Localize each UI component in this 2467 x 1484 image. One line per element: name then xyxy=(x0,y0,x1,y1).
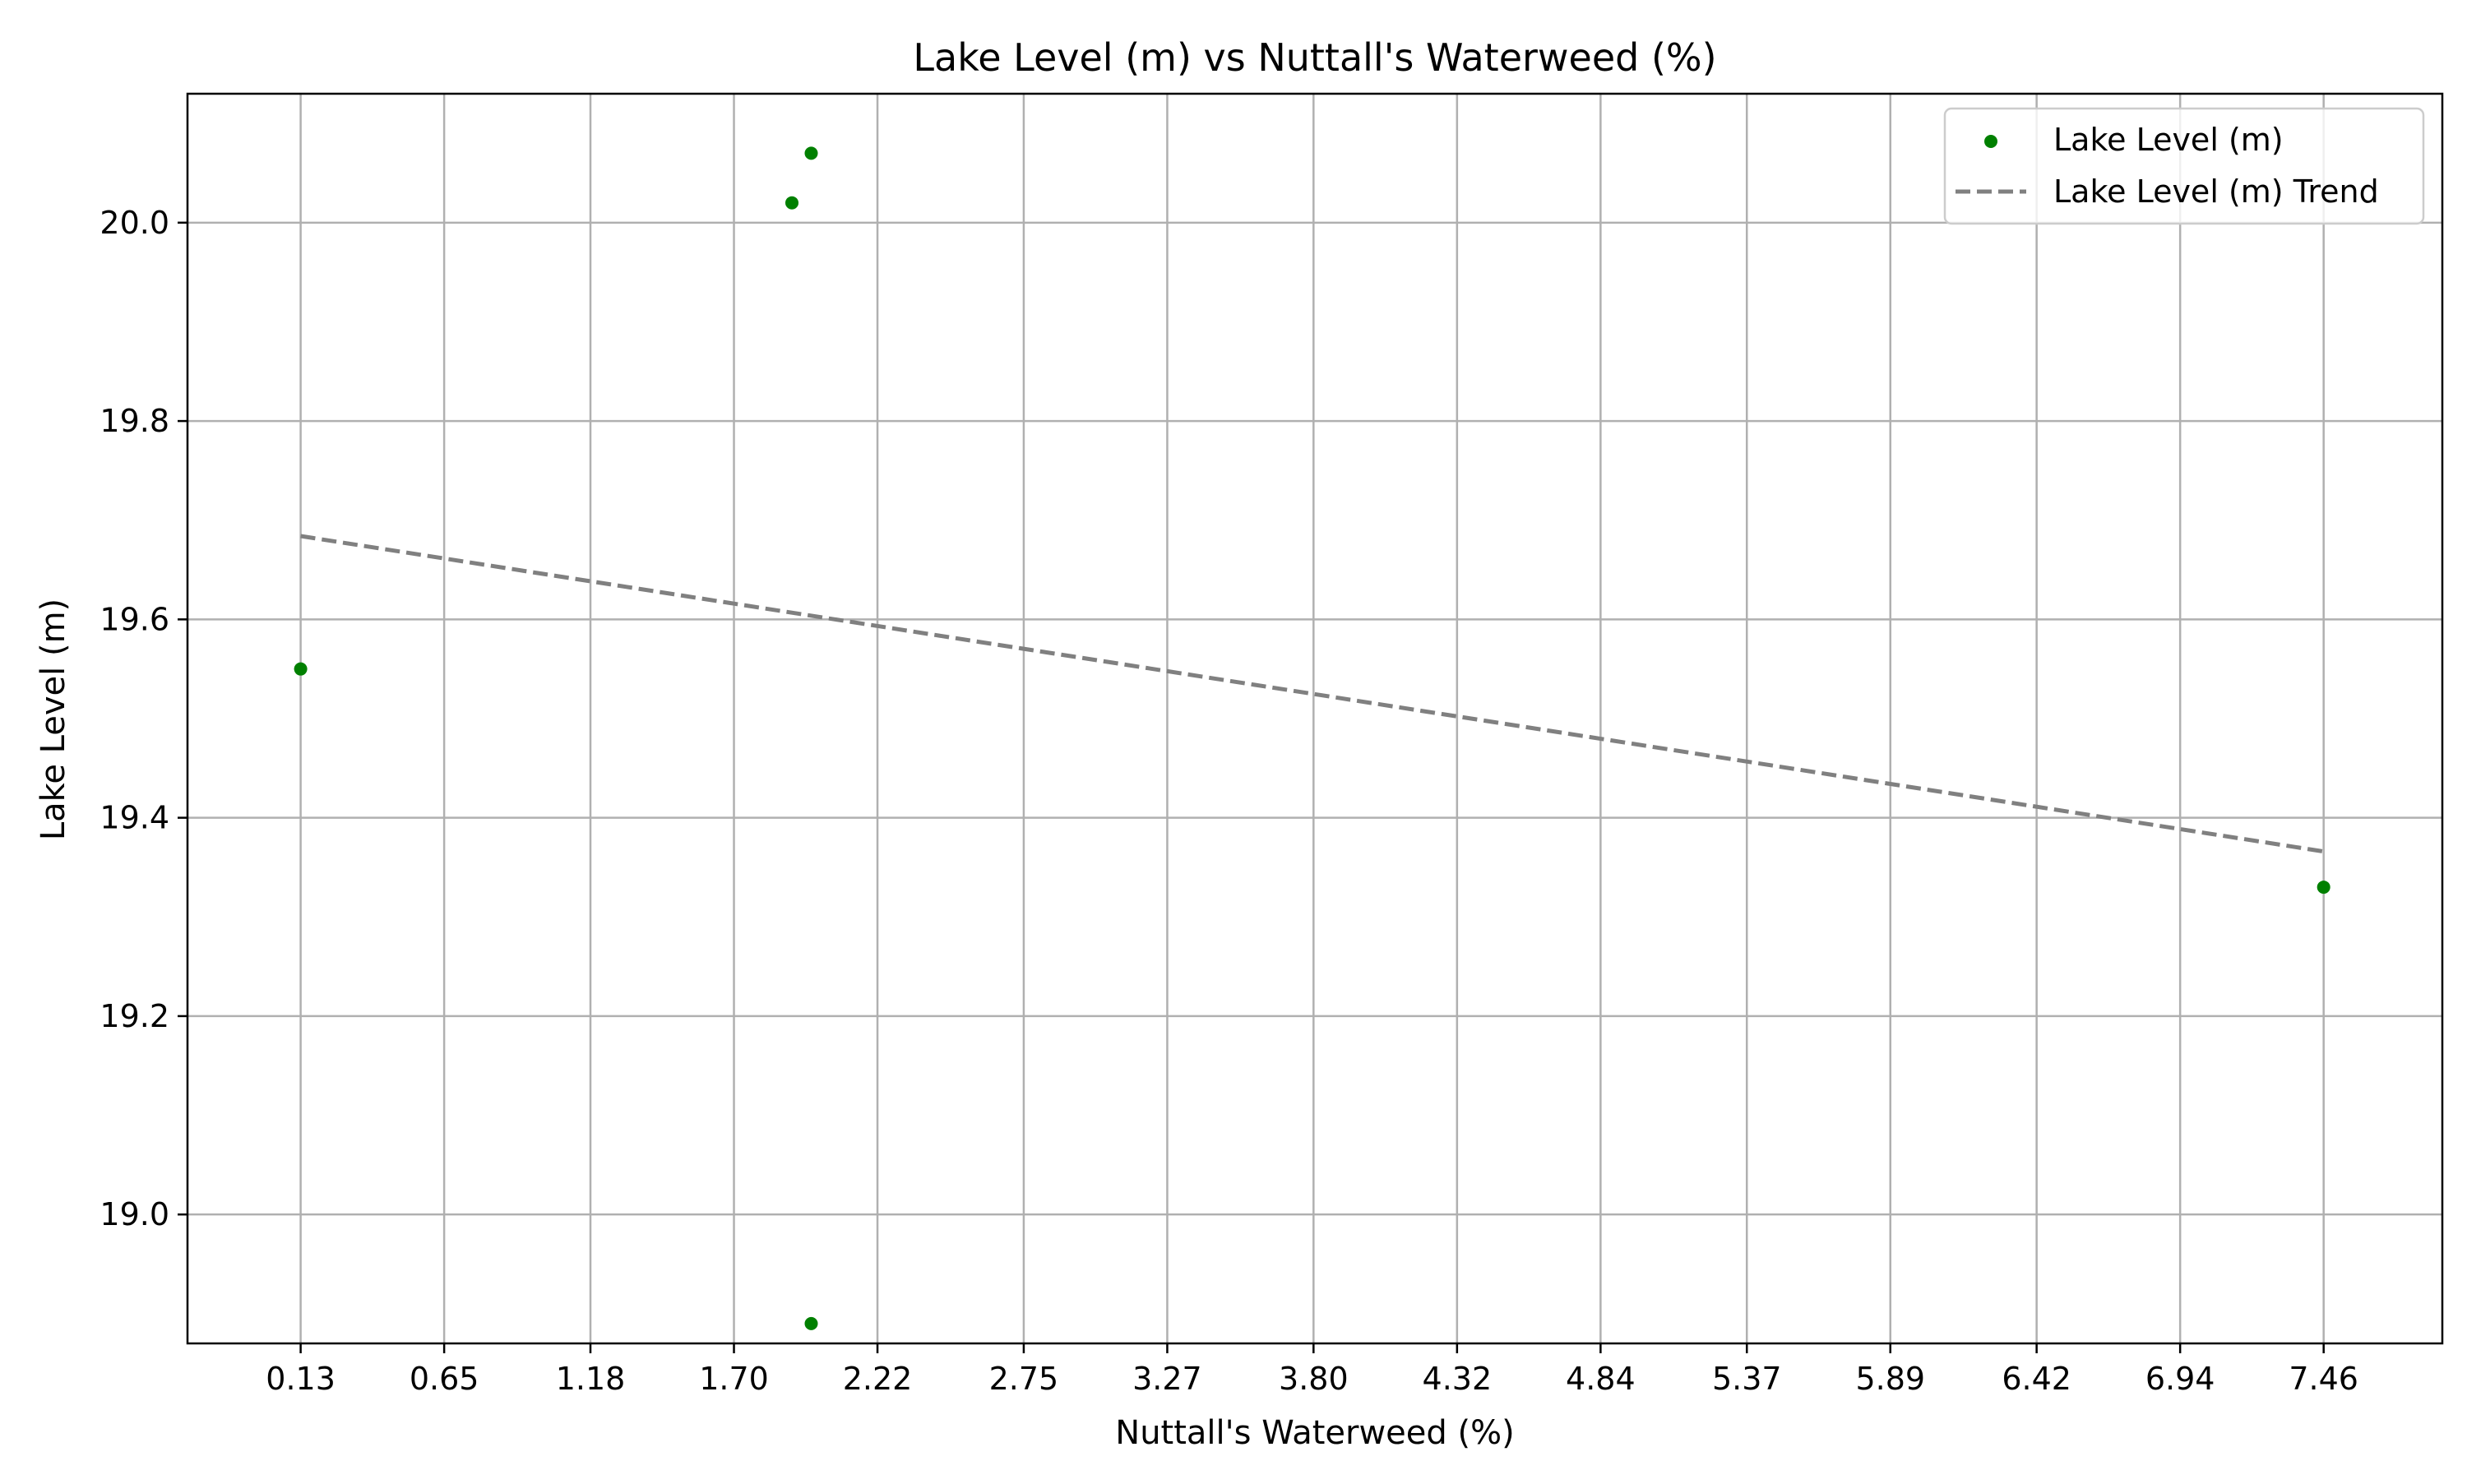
grid-layer xyxy=(187,94,2442,1343)
y-tick-label: 19.4 xyxy=(100,800,169,836)
y-axis-label: Lake Level (m) xyxy=(35,599,72,840)
y-tick-label: 19.6 xyxy=(100,601,169,637)
x-tick-label: 2.22 xyxy=(843,1361,913,1397)
x-tick-label: 0.13 xyxy=(266,1361,336,1397)
legend-box xyxy=(1943,107,2425,225)
x-tick-label: 4.84 xyxy=(1566,1361,1636,1397)
legend-label-trend: Lake Level (m) Trend xyxy=(2053,173,2379,210)
data-point xyxy=(804,1316,818,1330)
plot-frame xyxy=(186,92,2444,1345)
x-tick-label: 6.42 xyxy=(2002,1361,2071,1397)
chart-title: Lake Level (m) vs Nuttall's Waterweed (%… xyxy=(913,35,1716,80)
x-tick-label: 0.65 xyxy=(410,1361,479,1397)
x-axis-label: Nuttall's Waterweed (%) xyxy=(1115,1414,1514,1452)
y-tick-label: 20.0 xyxy=(100,205,169,241)
data-point xyxy=(804,146,818,160)
x-tick-label: 3.27 xyxy=(1132,1361,1202,1397)
x-tick-label: 2.75 xyxy=(989,1361,1059,1397)
x-tick-label: 3.80 xyxy=(1279,1361,1349,1397)
x-tick-label: 1.18 xyxy=(556,1361,626,1397)
data-point xyxy=(785,196,799,210)
x-tick-label: 7.46 xyxy=(2289,1361,2358,1397)
x-tick-label: 6.94 xyxy=(2145,1361,2215,1397)
x-tick-label: 5.37 xyxy=(1712,1361,1782,1397)
y-tick-label: 19.2 xyxy=(100,998,169,1034)
legend-label-scatter: Lake Level (m) xyxy=(2053,122,2284,158)
data-point xyxy=(294,662,308,676)
y-tick-label: 19.8 xyxy=(100,403,169,439)
points-layer xyxy=(294,146,2330,1330)
legend: Lake Level (m) Lake Level (m) Trend xyxy=(1943,107,2425,225)
legend-marker-scatter xyxy=(1984,135,1997,148)
x-tick-label: 5.89 xyxy=(1855,1361,1925,1397)
data-point xyxy=(2317,881,2330,895)
y-tick-label: 19.0 xyxy=(100,1196,169,1232)
x-tick-label: 4.32 xyxy=(1423,1361,1493,1397)
x-tick-label: 1.70 xyxy=(699,1361,769,1397)
ticks-layer: 0.13 0.65 1.18 1.70 2.22 2.75 3.27 3.80 4.32 4.84… xyxy=(100,205,2358,1397)
